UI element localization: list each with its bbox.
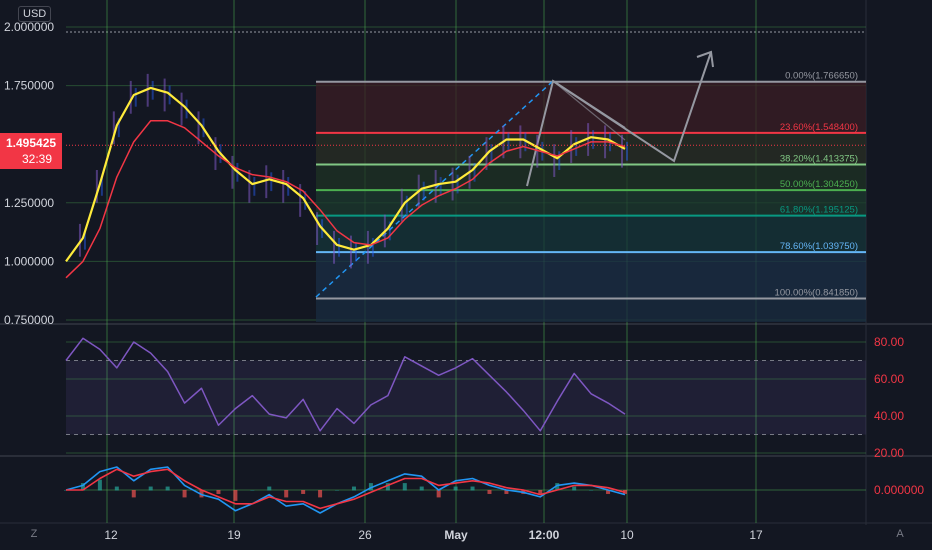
candle-countdown: 32:39 [22,152,53,166]
macd-histogram-bar [453,486,458,491]
time-tick-label: 10 [620,528,634,542]
fib-level-label: 38.20%(1.413375) [780,154,858,165]
macd-histogram-bar [80,483,85,491]
time-tick-label: 17 [749,528,763,542]
rsi-band-fill [66,360,866,435]
macd-histogram-bar [487,490,492,494]
currency-label[interactable]: USD [18,6,52,22]
price-tick-label: 0.750000 [4,313,54,327]
rsi-tick-label: 20.00 [874,446,904,460]
macd-histogram-bar [538,490,543,494]
rsi-pane[interactable] [65,337,866,454]
price-tick-label: 1.250000 [4,196,54,210]
macd-histogram-bar [419,486,424,491]
macd-tick-label: 0.000000 [874,483,924,497]
axes-layer: 2.000000 1.750000 1.250000 1.000000 0.750000… [4,20,924,542]
rsi-tick-label: 40.00 [874,409,904,423]
fib-band [316,298,866,322]
macd-histogram-bar [368,483,373,491]
price-pane[interactable] [65,73,866,279]
fib-band [316,215,866,253]
macd-histogram-bar [182,490,187,498]
macd-histogram-bar [267,486,272,491]
price-tick-label: 1.000000 [4,254,54,268]
rsi-tick-label: 60.00 [874,372,904,386]
fib-level-label: 78.60%(1.039750) [780,241,858,252]
price-tick-label: 1.750000 [4,79,54,93]
fib-level-label: 50.00%(1.304250) [780,179,858,190]
moving-average-fast [65,86,626,263]
macd-histogram-bar [351,486,356,491]
macd-line [65,466,626,514]
macd-histogram-bar [436,490,441,498]
current-price-tag: 1.495425 32:39 [0,133,62,169]
fib-band [316,190,866,216]
moving-average-slow [65,120,626,279]
macd-histogram-bar [233,490,238,501]
rsi-line [65,337,626,432]
time-tick-label: 26 [358,528,372,542]
macd-histogram-bar [216,490,221,494]
macd-histogram-bar [606,490,611,494]
macd-histogram-bar [148,486,153,491]
price-tick-label: 2.000000 [4,20,54,34]
zoom-toggle-button[interactable]: Z [30,528,38,540]
current-price-value: 1.495425 [6,136,57,150]
macd-histogram-bar [335,490,340,491]
fib-level-label: 100.00%(0.841850) [775,287,858,298]
fib-band [316,164,866,191]
macd-histogram-bar [572,486,577,491]
macd-histogram-bar [504,490,509,494]
drawings-layer[interactable] [315,50,714,298]
time-tick-label: 12:00 [529,528,560,542]
fib-level-label: 61.80%(1.195125) [780,205,858,216]
rsi-tick-label: 80.00 [874,335,904,349]
macd-histogram-bar [555,483,560,491]
triangle-lower-line [552,80,626,141]
macd-histogram-bar [131,490,136,498]
fib-level-label: 23.60%(1.548400) [780,122,858,133]
macd-histogram-bar [250,490,255,491]
macd-histogram-bar [97,479,102,491]
fib-level-label: 0.00%(1.766650) [785,71,858,82]
triangle-upper-line [552,80,626,129]
auto-scale-button[interactable]: A [896,528,904,540]
macd-histogram-bar [589,490,594,491]
macd-histogram-bar [284,490,289,498]
macd-histogram-bar [402,483,407,491]
macd-pane[interactable] [64,466,866,514]
macd-histogram-bar [385,483,390,491]
macd-histogram-bar [114,486,119,491]
forecast-arrowhead [696,50,714,68]
fib-band [316,252,866,299]
fibonacci-retracement[interactable]: 0.00%(1.766650) 23.60%(1.548400) 38.20%(1.… [316,71,866,322]
macd-histogram-bar [470,486,475,491]
macd-histogram-bar [301,490,306,494]
macd-histogram-bar [318,490,323,498]
macd-histogram-bar [165,486,170,491]
time-tick-label: 19 [227,528,241,542]
macd-signal-line [66,468,626,510]
time-tick-label: May [444,528,468,542]
time-tick-label: 12 [104,528,118,542]
